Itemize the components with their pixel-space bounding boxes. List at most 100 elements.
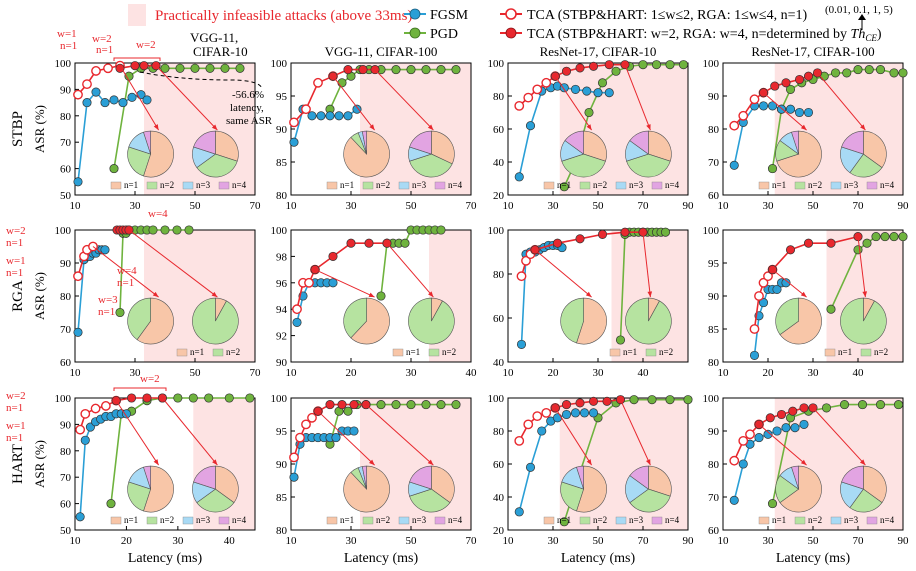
pie-n1-case-slice xyxy=(791,465,799,490)
infeasible-region xyxy=(360,63,471,195)
pie-legend-label: n=3 xyxy=(629,180,644,190)
pie-legend-label: n=3 xyxy=(844,180,859,190)
anno-bracket-stbp xyxy=(113,57,161,61)
pie-legend-swatch xyxy=(146,181,158,190)
pie-n1-case-slice xyxy=(576,465,584,490)
pie-determined-slice xyxy=(196,153,238,178)
pie-determined-slice xyxy=(215,130,239,162)
y-tick-label: 90 xyxy=(276,459,288,471)
pie-legend-label: n=2 xyxy=(376,180,390,190)
pie-legend-label: n=4 xyxy=(448,515,463,525)
tca1-point xyxy=(103,63,113,74)
fgsm-point xyxy=(82,98,92,108)
pie-determined-slice xyxy=(863,130,887,169)
pgd-point xyxy=(638,60,648,70)
pie-legend-swatch xyxy=(830,181,842,190)
pie-determined-slice xyxy=(409,465,432,490)
fgsm-point xyxy=(537,426,547,436)
arrow-to-pie2 xyxy=(620,399,651,466)
infeasible-region xyxy=(144,63,255,195)
pie-legend-label: n=2 xyxy=(160,180,174,190)
x-tick-label: 70 xyxy=(466,200,478,212)
pie-legend-swatch xyxy=(794,516,806,525)
panel-grid: STBP RGA HART VGG-11, CIFAR-100 ResNet-17, C… xyxy=(10,44,909,566)
pgd-point xyxy=(785,84,796,94)
tca2-point xyxy=(765,413,775,423)
arrow-to-pie1 xyxy=(554,407,593,466)
pie-legend-label: n=2 xyxy=(376,515,390,525)
legend-fgsm-label: FGSM xyxy=(430,8,469,23)
pie-determined-slice xyxy=(629,130,649,155)
x-tick-label: 70 xyxy=(466,535,478,547)
arrow-to-pie2-head xyxy=(647,291,653,298)
pie-legend-swatch xyxy=(830,516,842,525)
fgsm-point xyxy=(729,160,739,170)
x-tick-label: 50 xyxy=(593,200,605,212)
y-tick-label: 90 xyxy=(708,426,720,438)
fgsm-point xyxy=(352,104,362,114)
y-tick-label: 80 xyxy=(708,357,720,369)
arrow-to-pie2-head xyxy=(211,291,218,298)
anno-rga-w1: w=1 xyxy=(6,255,26,267)
pie-legend-swatch xyxy=(218,181,230,190)
tca2-point xyxy=(328,251,338,261)
anno-hart-w2: w=2 xyxy=(6,390,26,402)
row-label: RGA xyxy=(10,280,26,312)
pie-legend-swatch xyxy=(326,516,338,525)
pie-legend-label: n=2 xyxy=(442,347,456,357)
pie-determined-slice xyxy=(215,465,239,504)
tca1-point xyxy=(73,271,83,282)
pgd-point xyxy=(615,335,626,345)
tca1-point xyxy=(729,120,740,131)
y-axis-label: ASR (%) xyxy=(32,440,47,488)
pgd-point xyxy=(220,63,230,73)
col-title-wrapped-2: CIFAR-10 xyxy=(193,44,248,59)
pie-legend-swatch xyxy=(398,181,410,190)
legend-arrow-head xyxy=(858,14,866,20)
pie-determined-slice xyxy=(193,465,216,490)
fgsm-point xyxy=(803,107,814,118)
pgd-point xyxy=(421,65,431,75)
fgsm-point xyxy=(785,104,796,114)
pgd-point xyxy=(660,227,671,237)
arrow-to-pie1-head xyxy=(800,291,807,298)
chart-panel: 50 60 70 80 90 100 10 30 50 70 ASR (%) n=1 n=2 n=3 n=4 xyxy=(32,58,261,212)
tca1-point xyxy=(729,455,740,466)
y-tick-label: 70 xyxy=(708,492,720,504)
x-tick-label: 10 xyxy=(70,535,82,547)
fgsm-point xyxy=(772,426,782,436)
pie-legend-label: n=2 xyxy=(808,180,822,190)
tca2-point xyxy=(115,63,125,73)
y-tick-label: 80 xyxy=(60,291,72,303)
x-tick-label: 40 xyxy=(638,367,650,379)
arrow-to-pie1-head xyxy=(152,291,159,298)
x-tick-label: 70 xyxy=(638,200,650,212)
tca2-point xyxy=(325,400,335,410)
pgd-point xyxy=(875,400,886,410)
chart-panel: 80 85 90 95 100 10 30 50 70 n=1 n=2 n=3 n=4 xyxy=(271,58,478,212)
fgsm-point xyxy=(794,107,805,118)
y-tick-label: 20 xyxy=(493,190,505,202)
y-tick-label: 95 xyxy=(276,426,288,438)
pie-determined-slice xyxy=(648,465,672,497)
anno-latency-1: -56.6% xyxy=(232,89,264,101)
fgsm-point xyxy=(73,177,83,187)
x-tick-label: 40 xyxy=(466,367,478,379)
chart-panel: 20 40 60 80 100 10 30 50 70 90 Latency (ms) n=1 n=2 n… xyxy=(488,393,695,566)
x-tick-label: 30 xyxy=(406,367,418,379)
x-tick-label: 10 xyxy=(503,200,515,212)
pie-legend-label: n=1 xyxy=(340,180,354,190)
chart-panel: 60 70 80 90 100 10 30 50 70 90 n=1 n=2 n=3 n=4 xyxy=(703,58,910,212)
y-tick-label: 70 xyxy=(708,157,720,169)
fgsm-point xyxy=(582,86,592,96)
pie-n1-case-slice xyxy=(127,146,151,177)
annotations: w=1 n=1 w=2 n=1 w=2 VGG-11, CIFAR-10 -56… xyxy=(6,28,273,444)
chart-panel: 90 92 94 96 98 100 10 20 30 40 n=1 n=2 xyxy=(271,225,478,379)
fgsm-point xyxy=(100,98,110,108)
pgd-point xyxy=(889,68,899,78)
chart-panel: 50 60 70 80 90 100 10 20 30 40 ASR (%) Latency (ms)… xyxy=(32,393,256,566)
pgd-point xyxy=(115,307,125,318)
x-tick-label: 10 xyxy=(718,200,730,212)
tca2-point xyxy=(799,403,809,413)
arrow-to-pie2-head xyxy=(646,124,651,131)
